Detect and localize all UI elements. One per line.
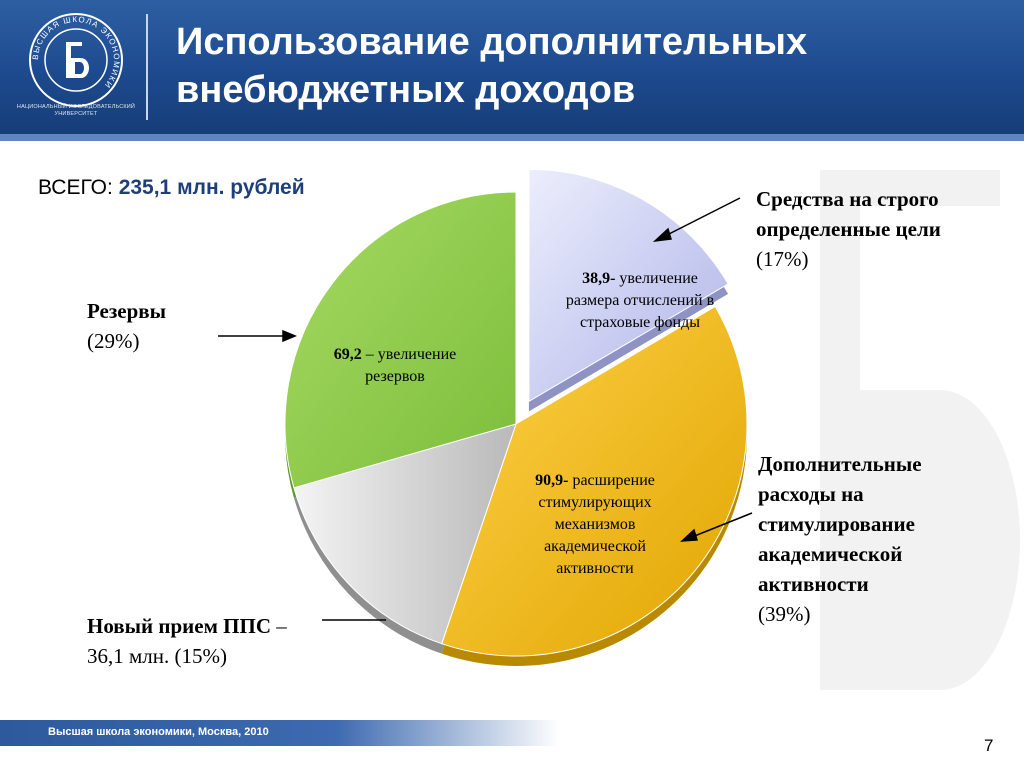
slice-label-targeted-funds: 38,9- увеличение размера отчислений в ст…	[540, 268, 740, 334]
outer-label-new-staff-dash: –	[271, 614, 287, 638]
outer-label-targeted-funds: Средства на строго определенные цели (17…	[756, 184, 941, 274]
footer-bar	[0, 720, 560, 746]
outer-label-targeted-funds-1: Средства на строго	[756, 187, 939, 211]
title-line1: Использование дополнительных	[176, 21, 808, 63]
header-underline	[0, 134, 1024, 141]
total-label: ВСЕГО:	[38, 176, 113, 199]
slice-text-stimulation-2: стимулирующих	[538, 494, 652, 511]
outer-label-targeted-funds-pct: (17%)	[756, 247, 809, 271]
slice-text-reserves-2: резервов	[365, 368, 425, 385]
slice-value-targeted-funds: 38,9-	[582, 270, 616, 287]
header-divider	[146, 14, 148, 120]
slice-text-reserves-1: – увеличение	[365, 346, 457, 363]
total-value: 235,1 млн. рублей	[118, 176, 305, 199]
slice-text-targeted-funds-3: страховые фонды	[579, 314, 700, 331]
arrow-head-stimulation	[679, 528, 698, 542]
outer-label-stimulation-1: Дополнительные	[758, 452, 922, 476]
arrow-stimulation	[691, 512, 753, 538]
logo-caption-line2: УНИВЕРСИТЕТ	[54, 111, 98, 117]
slice-text-stimulation-1: расширение	[572, 472, 655, 489]
outer-label-stimulation: Дополнительные расходы на стимулирование…	[758, 449, 922, 629]
outer-label-stimulation-4: академической	[758, 542, 903, 566]
callout-arrows	[218, 197, 753, 621]
outer-label-reserves: Резервы (29%)	[87, 296, 166, 356]
arrow-targeted-funds	[664, 197, 741, 237]
slice-text-targeted-funds-2: размера отчислений в	[565, 292, 715, 309]
footer-text: Высшая школа экономики, Москва, 2010	[48, 726, 269, 738]
outer-label-new-staff-2: 36,1 млн. (15%)	[87, 644, 227, 668]
slice-text-stimulation-3: механизмов	[554, 516, 636, 533]
outer-label-stimulation-3: стимулирование	[758, 512, 915, 536]
page-number: 7	[984, 736, 994, 755]
slice-reserves	[284, 191, 517, 489]
slice-stimulation	[441, 305, 748, 657]
outer-label-new-staff: Новый прием ППС – 36,1 млн. (15%)	[87, 611, 287, 671]
hse-logo-icon: ВЫСШАЯ ШКОЛА ЭКОНОМИКИ	[29, 13, 123, 107]
title-line2: внебюджетных доходов	[176, 69, 636, 111]
watermark-logo-icon	[820, 170, 1020, 690]
arrow-head-targeted-funds	[652, 227, 672, 243]
outer-label-new-staff-1: Новый прием ППС	[87, 614, 271, 638]
outer-label-targeted-funds-2: определенные цели	[756, 217, 941, 241]
slice-value-reserves: 69,2	[333, 346, 362, 363]
total-summary: ВСЕГО: 235,1 млн. рублей	[38, 176, 305, 200]
slice-text-stimulation-5: активности	[556, 560, 634, 577]
slice-new-staff	[293, 423, 517, 645]
slice-value-stimulation: 90,9-	[535, 472, 569, 489]
slice-text-stimulation-4: академической	[544, 538, 646, 555]
slice-targeted-funds	[528, 168, 729, 403]
outer-label-reserves-pct: (29%)	[87, 329, 140, 353]
arrow-head-reserves	[282, 329, 297, 343]
outer-label-stimulation-5: активности	[758, 572, 869, 596]
page-title: Использование дополнительных внебюджетны…	[176, 18, 996, 114]
outer-label-stimulation-pct: (39%)	[758, 602, 811, 626]
logo-caption: НАЦИОНАЛЬНЫЙ ИССЛЕДОВАТЕЛЬСКИЙ УНИВЕРСИТ…	[10, 104, 142, 118]
slice-text-targeted-funds-1: увеличение	[619, 270, 698, 287]
outer-label-reserves-1: Резервы	[87, 299, 167, 323]
header-bar	[0, 0, 1024, 134]
logo-caption-line1: НАЦИОНАЛЬНЫЙ ИССЛЕДОВАТЕЛЬСКИЙ	[16, 104, 136, 110]
outer-label-stimulation-2: расходы на	[758, 482, 864, 506]
slice-label-reserves: 69,2 – увеличение резервов	[305, 344, 485, 388]
slice-label-stimulation: 90,9- расширение стимулирующих механизмо…	[500, 470, 690, 580]
